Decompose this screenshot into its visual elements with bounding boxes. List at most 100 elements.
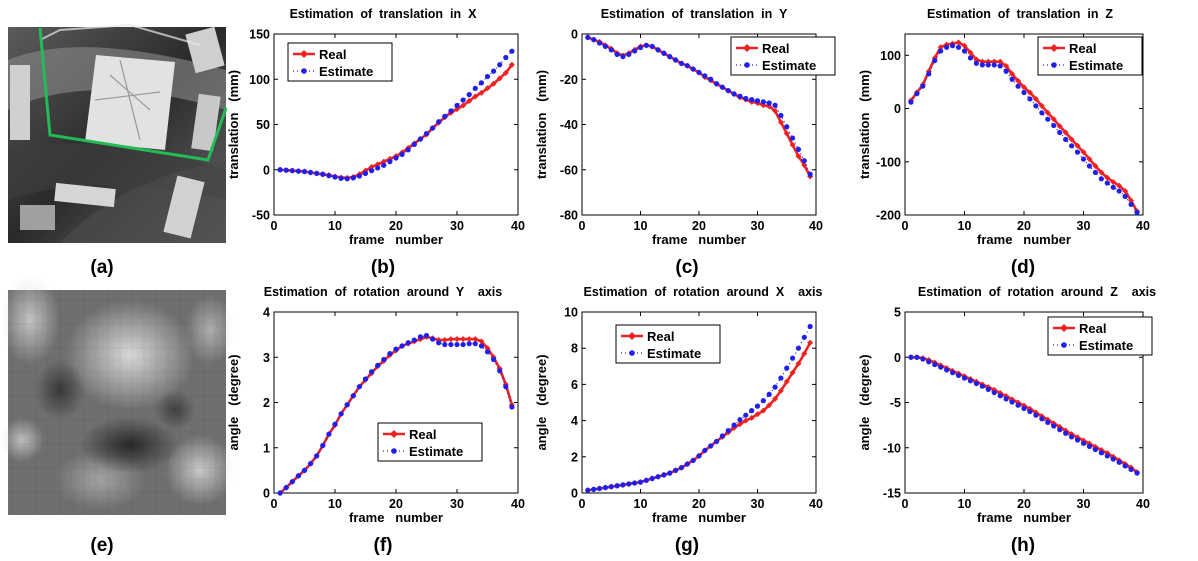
data-point-estimate: [620, 54, 626, 60]
x-tick-label: 0: [579, 219, 586, 233]
data-point-estimate: [914, 354, 920, 360]
data-point-real: [466, 97, 473, 104]
data-point-real: [454, 336, 460, 343]
data-point-estimate: [1057, 129, 1063, 136]
data-point-estimate: [466, 341, 472, 347]
data-point-estimate: [944, 44, 950, 50]
data-point-real: [807, 339, 814, 346]
legend-marker-real: [743, 44, 751, 52]
data-point-estimate: [725, 87, 731, 94]
x-tick-label: 10: [958, 497, 972, 511]
data-point-real: [478, 89, 485, 96]
data-point-estimate: [466, 92, 472, 98]
data-point-estimate: [585, 487, 591, 493]
data-point-estimate: [1069, 143, 1075, 149]
data-point-estimate: [667, 54, 673, 60]
data-point-estimate: [362, 170, 369, 176]
data-point-estimate: [637, 479, 644, 485]
legend-label-estimate: Estimate: [762, 58, 816, 73]
data-point-estimate: [436, 119, 442, 125]
data-point-estimate: [417, 136, 423, 142]
data-point-estimate: [684, 461, 690, 467]
data-point-estimate: [1098, 450, 1104, 456]
data-point-estimate: [591, 486, 597, 492]
chart-title: Estimation of translation in Y: [601, 7, 788, 21]
data-point-estimate: [1092, 446, 1098, 453]
data-point-estimate: [932, 58, 938, 64]
data-point-real: [1026, 89, 1033, 96]
y-tick-label: -20: [560, 73, 578, 87]
data-point-estimate: [790, 355, 796, 361]
data-point-estimate: [944, 367, 950, 373]
y-tick-label: 6: [571, 378, 578, 392]
data-point-real: [472, 336, 479, 343]
y-tick-label: -50: [252, 209, 270, 223]
data-point-estimate: [637, 44, 644, 51]
data-point-estimate: [725, 427, 731, 434]
y-tick-label: -100: [876, 155, 901, 169]
data-point-estimate: [708, 443, 714, 449]
data-point-estimate: [326, 173, 332, 179]
legend-label-real: Real: [319, 47, 346, 62]
data-point-estimate: [1074, 149, 1081, 155]
x-tick-label: 10: [328, 497, 342, 511]
data-point-estimate: [1086, 443, 1093, 449]
data-point-estimate: [399, 343, 405, 349]
data-point-estimate: [1110, 456, 1116, 462]
data-point-real: [1044, 109, 1051, 116]
data-point-real: [801, 350, 808, 357]
data-point-estimate: [277, 490, 283, 496]
legend-label-real: Real: [1079, 321, 1106, 336]
data-point-real: [772, 395, 779, 402]
y-axis-label: angle (degree): [534, 354, 549, 450]
data-point-estimate: [478, 80, 484, 86]
x-tick-label: 10: [634, 497, 648, 511]
data-point-estimate: [417, 334, 423, 340]
data-point-estimate: [442, 341, 448, 348]
data-point-estimate: [991, 62, 997, 68]
data-point-estimate: [1039, 110, 1045, 116]
legend-label-real: Real: [1069, 41, 1096, 56]
data-point-real: [472, 93, 479, 100]
chart-title: Estimation of rotation around Z axis: [918, 285, 1156, 299]
legend-marker-estimate: [744, 62, 750, 68]
data-point-estimate: [585, 34, 591, 40]
y-tick-label: 0: [263, 163, 270, 177]
y-tick-label: -80: [560, 209, 578, 223]
data-point-real: [1009, 70, 1016, 77]
data-point-estimate: [914, 91, 920, 97]
x-tick-label: 30: [1077, 219, 1091, 233]
y-tick-label: 0: [263, 487, 270, 501]
data-point-estimate: [1003, 68, 1009, 74]
data-point-estimate: [908, 99, 914, 105]
data-point-estimate: [673, 467, 679, 473]
data-point-estimate: [973, 380, 980, 387]
data-point-estimate: [1128, 466, 1134, 473]
data-point-estimate: [713, 438, 720, 445]
data-point-estimate: [478, 343, 484, 349]
data-point-estimate: [719, 433, 726, 439]
chart-translation-x: Estimation of translation in X 0 10 20 30 40 -…: [226, 7, 525, 247]
data-point-estimate: [690, 66, 696, 72]
legend-label-real: Real: [409, 427, 436, 442]
data-point-estimate: [381, 162, 387, 168]
data-point-estimate: [766, 391, 772, 397]
data-point-estimate: [614, 51, 620, 57]
y-tick-label: 2: [571, 450, 578, 464]
data-point-real: [496, 75, 503, 82]
data-point-real: [789, 141, 796, 148]
data-point-estimate: [1045, 116, 1051, 122]
legend-label-estimate: Estimate: [409, 444, 463, 459]
data-point-real: [961, 42, 968, 49]
data-point-estimate: [1116, 188, 1122, 194]
data-point-estimate: [491, 356, 497, 363]
x-tick-label: 30: [450, 219, 464, 233]
data-point-estimate: [1033, 103, 1039, 109]
data-point-estimate: [320, 442, 326, 449]
chart-rotation-x: Estimation of rotation around X axis 0 10 2…: [534, 285, 823, 525]
data-point-real: [466, 336, 473, 343]
data-point-estimate: [908, 354, 914, 360]
x-tick-label: 30: [751, 219, 765, 233]
data-point-estimate: [283, 167, 289, 173]
x-tick-label: 40: [809, 497, 823, 511]
